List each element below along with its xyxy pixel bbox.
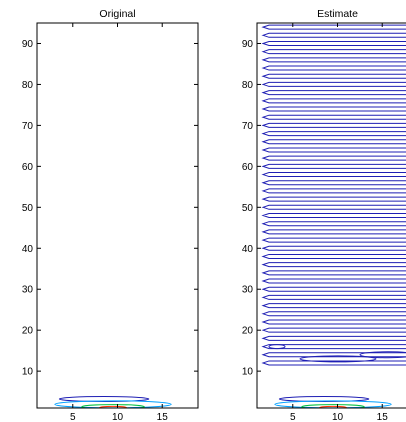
y-tick-label: 80 bbox=[242, 80, 254, 91]
y-tick-label: 70 bbox=[242, 121, 254, 132]
contour-line bbox=[261, 245, 406, 251]
contour-line bbox=[261, 172, 406, 178]
contour-line bbox=[261, 286, 406, 292]
y-tick-label: 90 bbox=[242, 39, 254, 50]
y-tick-label: 40 bbox=[22, 244, 34, 255]
contour-line bbox=[261, 237, 406, 243]
contour-line bbox=[268, 344, 286, 350]
contour-line bbox=[261, 229, 406, 235]
contour-line bbox=[261, 311, 406, 317]
contour-line bbox=[359, 351, 406, 359]
panel-estimate: Estimate 5 10 15 10 20 30 40 50 60 70 80 90 bbox=[242, 8, 406, 422]
chart-title: Estimate bbox=[317, 8, 358, 20]
contour-line bbox=[261, 139, 406, 145]
x-tick-label: 5 bbox=[70, 412, 76, 422]
contour-line bbox=[261, 335, 406, 341]
contour-line bbox=[301, 404, 365, 408]
contour-line bbox=[261, 98, 406, 104]
x-tick-label: 15 bbox=[377, 412, 389, 422]
contour-line bbox=[261, 270, 406, 276]
x-tick-label: 15 bbox=[157, 412, 169, 422]
contour-line bbox=[261, 40, 406, 46]
contour-line bbox=[261, 352, 406, 358]
y-tick-label: 20 bbox=[242, 326, 254, 337]
contour-line bbox=[261, 294, 406, 300]
contour-line bbox=[261, 147, 406, 153]
contour-line bbox=[261, 253, 406, 259]
y-tick-label: 30 bbox=[22, 285, 34, 296]
contour-line bbox=[58, 395, 150, 402]
contour-line bbox=[261, 360, 406, 366]
contour-line bbox=[261, 163, 406, 169]
contour-line bbox=[261, 90, 406, 96]
contour-line bbox=[261, 81, 406, 87]
y-tick-label: 40 bbox=[242, 244, 254, 255]
y-tick-label: 20 bbox=[22, 326, 34, 337]
contour-line bbox=[261, 221, 406, 227]
y-tick-label: 10 bbox=[242, 367, 254, 378]
contour-line bbox=[261, 196, 406, 202]
contour-line bbox=[261, 114, 406, 120]
panel-original: Original 5 10 15 10 20 30 40 50 60 70 80 90 bbox=[22, 8, 199, 422]
x-tick-label: 5 bbox=[290, 412, 296, 422]
contour-line bbox=[261, 213, 406, 218]
y-tick-label: 80 bbox=[22, 80, 34, 91]
axes-box bbox=[36, 22, 199, 409]
y-tick-label: 30 bbox=[242, 285, 254, 296]
y-tick-label: 60 bbox=[22, 162, 34, 173]
axes-box bbox=[256, 22, 406, 409]
contour-line bbox=[261, 131, 406, 137]
x-tick-label: 10 bbox=[332, 412, 344, 422]
contour-line bbox=[261, 180, 406, 186]
contour-line bbox=[261, 278, 406, 284]
contour-group bbox=[261, 24, 406, 408]
y-tick-label: 50 bbox=[242, 203, 254, 214]
contour-line bbox=[261, 73, 406, 79]
contour-line bbox=[81, 404, 145, 408]
contour-line bbox=[261, 344, 406, 350]
contour-line bbox=[299, 355, 377, 363]
contour-line bbox=[261, 303, 406, 309]
y-tick-label: 60 bbox=[242, 162, 254, 173]
x-tick-label: 10 bbox=[112, 412, 124, 422]
contour-line bbox=[261, 57, 406, 63]
y-tick-label: 50 bbox=[22, 203, 34, 214]
y-tick-label: 10 bbox=[22, 367, 34, 378]
contour-line bbox=[261, 122, 406, 128]
contour-line bbox=[261, 49, 406, 55]
contour-line bbox=[261, 204, 406, 210]
contour-line bbox=[261, 327, 406, 333]
contour-line bbox=[261, 65, 406, 71]
contour-line bbox=[261, 106, 406, 112]
contour-line bbox=[261, 319, 406, 325]
y-tick-label: 90 bbox=[22, 39, 34, 50]
contour-line bbox=[261, 24, 406, 30]
contour-line bbox=[261, 262, 406, 268]
contour-line bbox=[261, 155, 406, 161]
chart-title: Original bbox=[99, 8, 135, 20]
y-tick-label: 70 bbox=[22, 121, 34, 132]
contour-line bbox=[261, 32, 406, 38]
contour-line bbox=[261, 188, 406, 194]
contour-line bbox=[278, 395, 370, 402]
